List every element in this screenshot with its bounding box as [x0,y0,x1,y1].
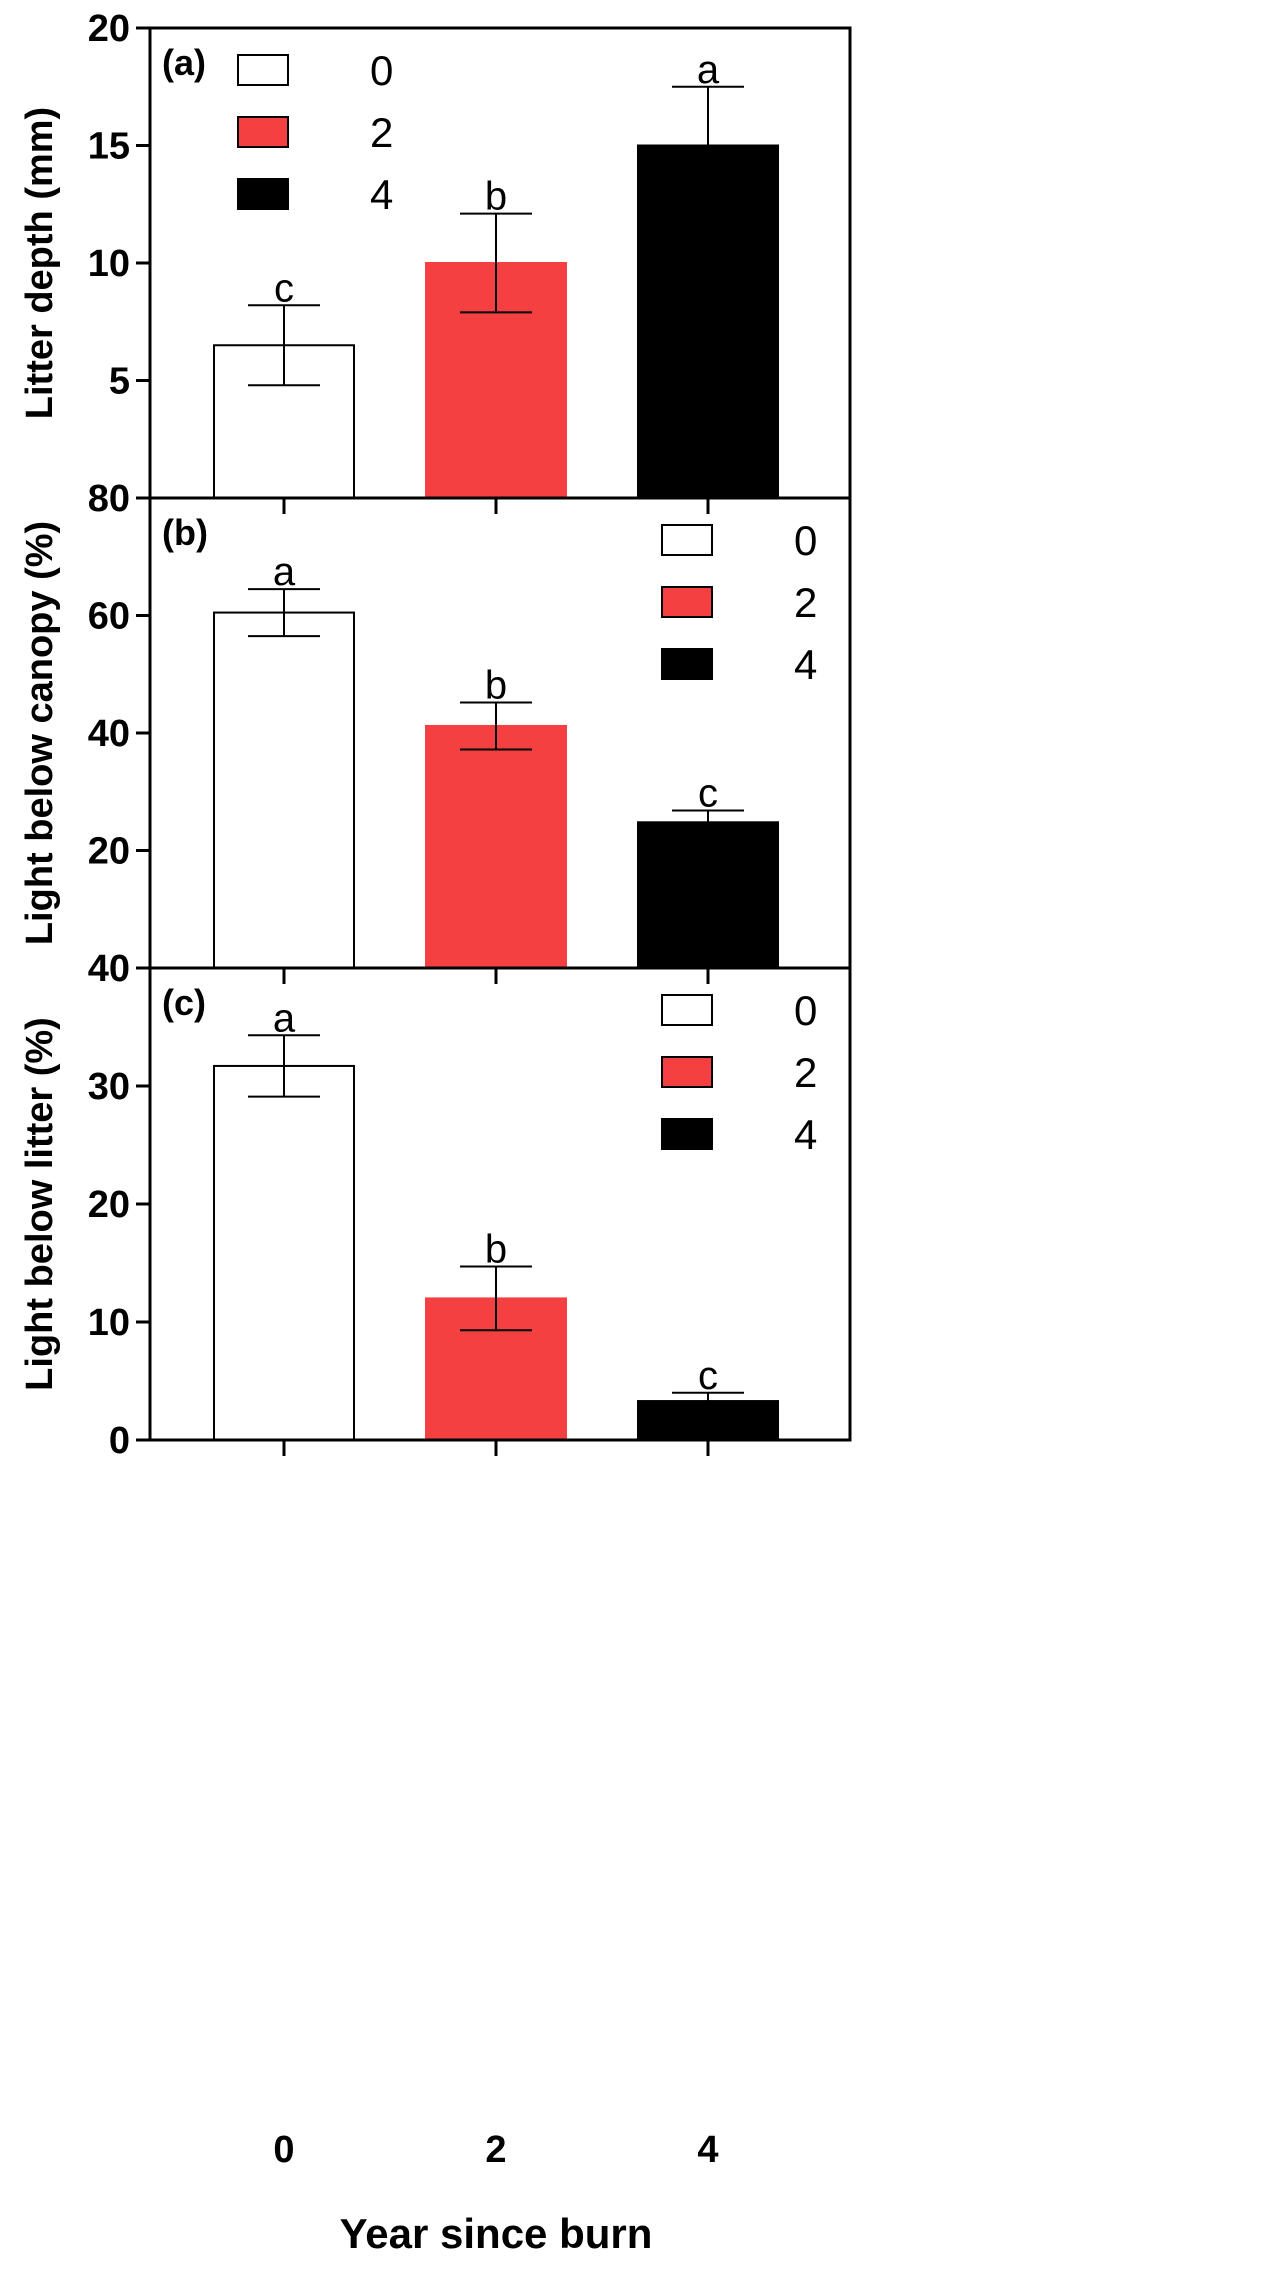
significance-letter: b [485,663,507,707]
legend-swatch-2 [661,586,713,618]
x-tick-label: 4 [697,2129,718,2171]
legend-label: 4 [794,1111,817,1158]
significance-letter: c [698,1354,718,1398]
legend-label: 2 [794,1049,817,1096]
y-axis-label: Litter depth (mm) [19,107,61,419]
legend-label: 2 [794,579,817,626]
x-axis-label: Year since burn [340,2210,653,2257]
y-axis-label: Light below litter (%) [19,1017,61,1391]
legend-label: 4 [794,641,817,688]
bar-0 [213,611,355,969]
legend-label: 2 [370,109,393,156]
legend-swatch-0 [661,994,713,1026]
y-tick-label: 0 [109,1420,130,1462]
legend-swatch-2 [661,1056,713,1088]
legend-swatch-2 [237,116,289,148]
y-tick-label: 10 [88,1302,130,1344]
y-tick-label: 20 [88,831,130,873]
y-tick-label: 20 [88,8,130,50]
significance-letter: a [273,996,296,1040]
y-tick-label: 40 [88,948,130,990]
legend-swatch-0 [661,524,713,556]
bar-0 [213,1064,355,1441]
y-tick-label: 40 [88,713,130,755]
legend-swatch-4 [661,1118,713,1150]
y-tick-label: 5 [109,361,130,403]
significance-letter: c [274,266,294,310]
significance-letter: c [698,772,718,816]
y-axis-label: Light below canopy (%) [19,521,61,945]
legend-label: 0 [794,517,817,564]
significance-letter: a [273,550,296,594]
panel-b: a b c 20 40 60 80 Light below canopy (%) (b) 0 2 4 [19,478,852,984]
significance-letter: b [485,175,507,219]
significance-letter: a [697,48,720,92]
y-tick-label: 20 [88,1184,130,1226]
panel-a: c b a 5 10 15 20 Litter depth (mm) (a) 0 2 4 [19,8,852,514]
x-tick-label: 0 [273,2129,294,2171]
x-tick-label: 2 [485,2129,506,2171]
legend-swatch-0 [237,54,289,86]
legend-label: 0 [794,987,817,1034]
x-axis: 0 2 4 Year since burn [273,2129,718,2257]
legend-label: 4 [370,171,393,218]
panel-c: a b c 0 10 20 30 40 Light below litter (%) (c) 0 2 4 [19,948,852,1462]
y-tick-label: 30 [88,1066,130,1108]
panel-label: (c) [162,982,206,1023]
y-tick-label: 10 [88,243,130,285]
y-tick-label: 15 [88,126,130,168]
legend-swatch-4 [237,178,289,210]
legend-swatch-4 [661,648,713,680]
bar-4 [637,821,779,969]
bar-2 [425,724,567,970]
y-tick-label: 60 [88,596,130,638]
panel-label: (a) [162,42,206,83]
panel-label: (b) [162,512,208,553]
y-tick-label: 80 [88,478,130,520]
legend-label: 0 [370,47,393,94]
significance-letter: b [485,1228,507,1272]
